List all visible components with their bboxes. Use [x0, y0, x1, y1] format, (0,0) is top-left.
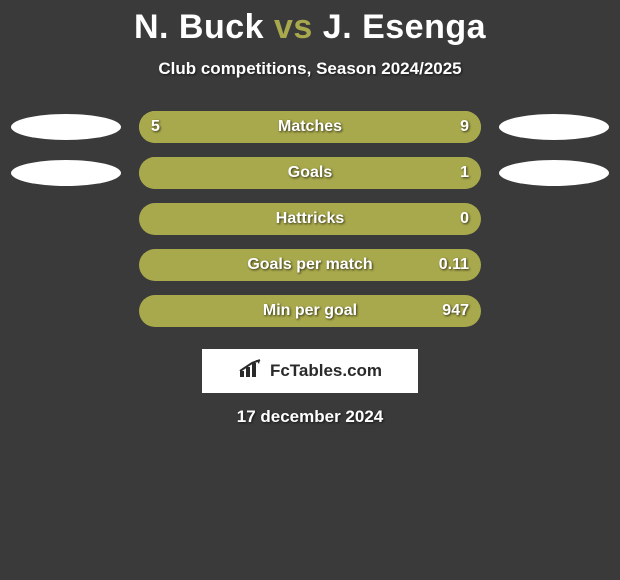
stat-bar: 5 Matches 9: [139, 111, 481, 143]
stat-row: Goals 1: [0, 157, 620, 189]
oval-placeholder: [499, 206, 609, 232]
right-value: 1: [460, 164, 469, 182]
right-value: 0.11: [439, 256, 469, 274]
right-value: 9: [460, 118, 469, 136]
stat-bar: Hattricks 0: [139, 203, 481, 235]
subtitle: Club competitions, Season 2024/2025: [0, 59, 620, 79]
stat-label: Min per goal: [263, 302, 357, 320]
oval-placeholder: [11, 252, 121, 278]
stat-label: Goals: [288, 164, 332, 182]
page-title: N. Buck vs J. Esenga: [0, 8, 620, 47]
player1-oval: [11, 160, 121, 186]
right-value: 0: [460, 210, 469, 228]
player2-name: J. Esenga: [323, 8, 486, 46]
stat-label: Matches: [278, 118, 342, 136]
right-value: 947: [442, 302, 469, 320]
stats-list: 5 Matches 9 Goals 1 Hattricks 0 Goals per match…: [0, 111, 620, 327]
stat-label: Hattricks: [276, 210, 344, 228]
vs-text: vs: [274, 8, 313, 46]
date-text: 17 december 2024: [0, 407, 620, 427]
oval-placeholder: [11, 298, 121, 324]
stat-bar: Goals 1: [139, 157, 481, 189]
comparison-widget: N. Buck vs J. Esenga Club competitions, …: [0, 0, 620, 427]
stat-row: Goals per match 0.11: [0, 249, 620, 281]
stat-row: 5 Matches 9: [0, 111, 620, 143]
oval-placeholder: [499, 298, 609, 324]
oval-placeholder: [499, 252, 609, 278]
brand-box[interactable]: FcTables.com: [202, 349, 418, 393]
stat-bar: Goals per match 0.11: [139, 249, 481, 281]
left-value: 5: [151, 118, 160, 136]
oval-placeholder: [11, 206, 121, 232]
chart-icon: [238, 359, 264, 384]
player2-oval: [499, 160, 609, 186]
stat-bar: Min per goal 947: [139, 295, 481, 327]
player1-name: N. Buck: [134, 8, 264, 46]
brand-text: FcTables.com: [270, 361, 382, 381]
stat-row: Min per goal 947: [0, 295, 620, 327]
player2-oval: [499, 114, 609, 140]
stat-label: Goals per match: [247, 256, 372, 274]
player1-oval: [11, 114, 121, 140]
stat-row: Hattricks 0: [0, 203, 620, 235]
